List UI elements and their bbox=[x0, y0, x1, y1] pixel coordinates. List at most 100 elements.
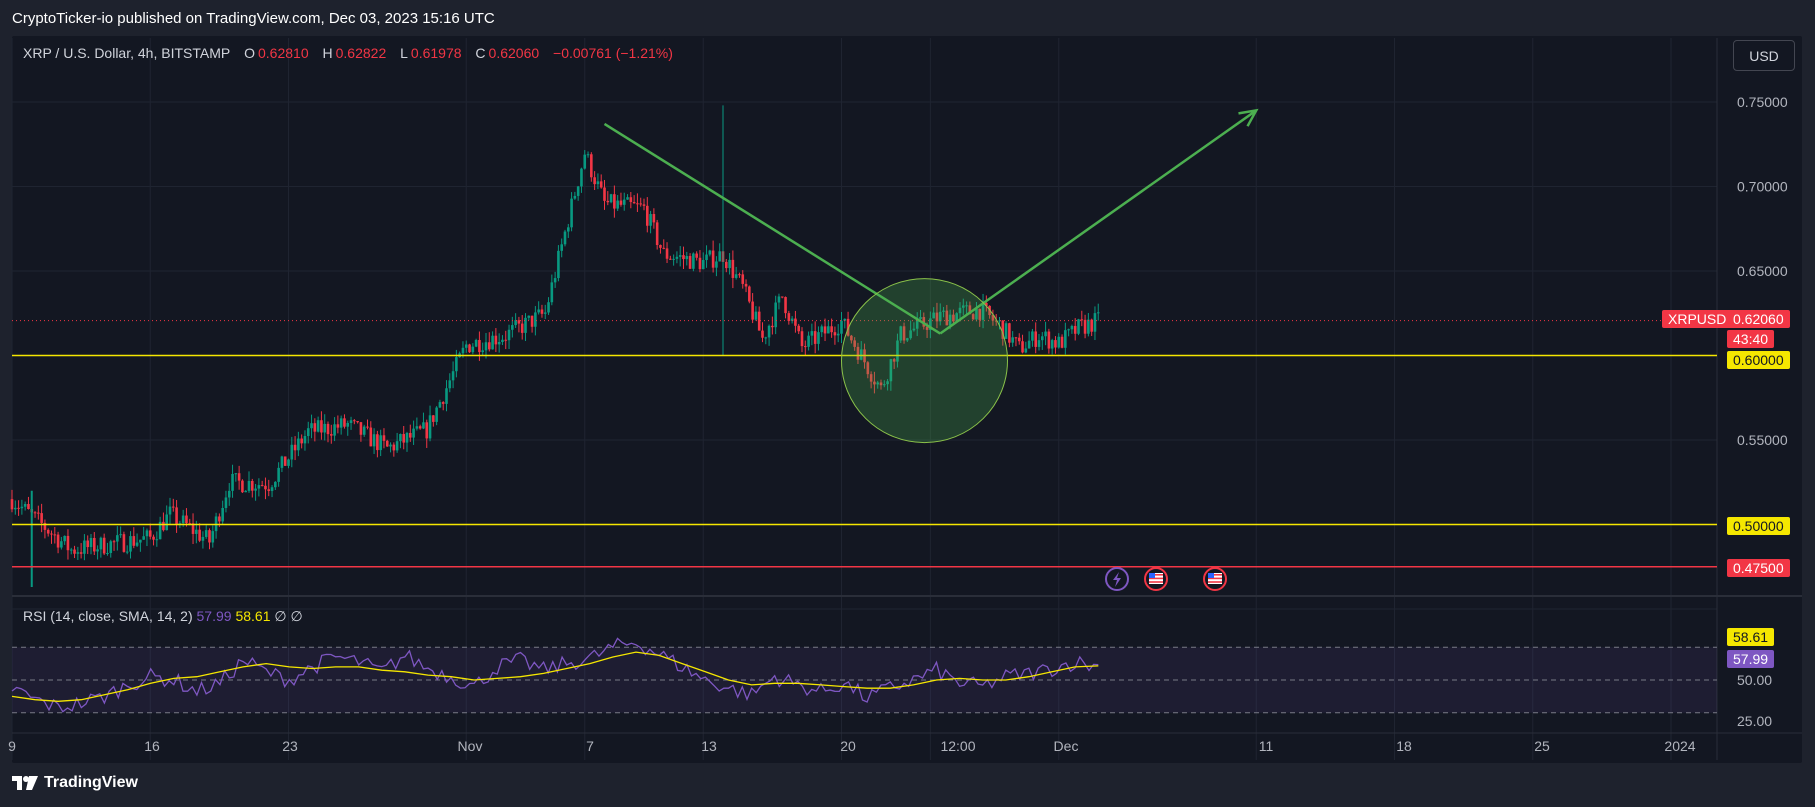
candle-body bbox=[1070, 325, 1074, 330]
candle-body bbox=[803, 346, 807, 348]
close-label: C bbox=[475, 45, 486, 61]
candle-body bbox=[678, 255, 682, 257]
candle-body bbox=[935, 312, 939, 322]
candle-body bbox=[1064, 330, 1067, 348]
candle-body bbox=[221, 507, 224, 522]
candle-body bbox=[438, 402, 442, 408]
candle-body bbox=[481, 350, 485, 353]
open-value: 0.62810 bbox=[258, 45, 309, 61]
candle-body bbox=[106, 552, 109, 554]
candle-body bbox=[711, 250, 715, 268]
candle-body bbox=[909, 330, 912, 339]
currency-button[interactable]: USD bbox=[1733, 40, 1795, 71]
candle-body bbox=[1050, 340, 1054, 349]
candle-body bbox=[655, 222, 659, 246]
candle-body bbox=[520, 323, 524, 333]
publish-header: CryptoTicker-io published on TradingView… bbox=[12, 10, 495, 27]
candle-body bbox=[17, 507, 20, 509]
candle-body bbox=[241, 480, 244, 493]
horizontal-lines[interactable] bbox=[12, 320, 1717, 568]
candle-body bbox=[1087, 319, 1090, 334]
candle-body bbox=[290, 444, 294, 460]
candle-body bbox=[198, 529, 201, 541]
candle-body bbox=[237, 473, 241, 481]
candle-body bbox=[645, 205, 649, 226]
candle-body bbox=[102, 537, 106, 554]
candle-body bbox=[336, 424, 340, 428]
candle-body bbox=[599, 181, 603, 188]
rsi-extra: ∅ ∅ bbox=[274, 608, 303, 624]
candle-body bbox=[981, 302, 985, 320]
candle-body bbox=[724, 261, 728, 269]
candle-body bbox=[1017, 337, 1021, 342]
candle-body bbox=[1090, 319, 1093, 332]
candle-body bbox=[665, 248, 669, 259]
flag-stripe bbox=[1149, 574, 1163, 576]
rsi-axis-label: 25.00 bbox=[1737, 713, 1772, 729]
candle-body bbox=[175, 507, 178, 524]
candle-body bbox=[1083, 319, 1087, 334]
candle-body bbox=[158, 521, 162, 540]
candle-body bbox=[408, 432, 412, 438]
price-axis-label: 0.75000 bbox=[1737, 94, 1788, 110]
rsi-sma-line bbox=[11, 651, 1099, 702]
level-060-tag: 0.60000 bbox=[1727, 351, 1790, 369]
price-axis-label: 0.55000 bbox=[1737, 432, 1788, 448]
candle-body bbox=[494, 335, 498, 345]
candle-body bbox=[754, 311, 758, 320]
candle-body bbox=[224, 497, 228, 508]
flag-stripe bbox=[1208, 581, 1222, 583]
candle-body bbox=[991, 315, 995, 321]
candle-body bbox=[497, 341, 501, 345]
candle-body bbox=[682, 255, 685, 260]
time-axis-label: 18 bbox=[1396, 738, 1412, 754]
candle-body bbox=[603, 187, 606, 201]
candle-body bbox=[1073, 325, 1077, 334]
candle-body bbox=[672, 258, 675, 260]
candle-body bbox=[37, 512, 40, 514]
candle-body bbox=[487, 342, 491, 350]
candle-body bbox=[1037, 340, 1041, 347]
candle-body bbox=[952, 314, 955, 322]
candle-body bbox=[836, 333, 840, 336]
candle-body bbox=[76, 552, 80, 554]
candle-body bbox=[741, 274, 745, 284]
candle-body bbox=[662, 247, 666, 249]
candle-body bbox=[168, 506, 172, 515]
event-markers[interactable] bbox=[1105, 567, 1227, 591]
candle-body bbox=[96, 549, 99, 552]
candle-body bbox=[148, 530, 152, 537]
candle-body bbox=[570, 198, 573, 228]
footer-brand[interactable]: TradingView bbox=[12, 774, 138, 792]
candle-body bbox=[882, 384, 886, 386]
candle-body bbox=[362, 426, 366, 435]
time-axis-label: 23 bbox=[282, 738, 298, 754]
candle-body bbox=[313, 423, 317, 432]
candle-body bbox=[227, 490, 231, 498]
candle-body bbox=[474, 339, 478, 347]
annotations[interactable] bbox=[603, 108, 1259, 444]
candle-body bbox=[122, 534, 126, 552]
candle-body bbox=[389, 444, 392, 447]
candle-body bbox=[840, 320, 843, 334]
candle-body bbox=[915, 319, 919, 329]
candle-body bbox=[774, 302, 777, 328]
candle-body bbox=[1047, 331, 1051, 349]
candle-body bbox=[92, 537, 96, 552]
candle-body bbox=[748, 286, 751, 302]
change-value: −0.00761 (−1.21%) bbox=[553, 45, 673, 61]
candle-body bbox=[919, 317, 922, 320]
candle-body bbox=[464, 344, 468, 348]
candle-body bbox=[642, 204, 646, 206]
chart-frame[interactable] bbox=[12, 36, 1802, 763]
candle-body bbox=[353, 420, 356, 422]
candle-body bbox=[329, 434, 333, 436]
candle-countdown: 43:40 bbox=[1727, 330, 1775, 348]
candle-body bbox=[1060, 336, 1064, 348]
candle-body bbox=[652, 214, 656, 223]
time-axis-label: 9 bbox=[8, 738, 16, 754]
candle-body bbox=[86, 540, 90, 548]
candle-body bbox=[66, 535, 70, 551]
candle-body bbox=[820, 326, 824, 333]
